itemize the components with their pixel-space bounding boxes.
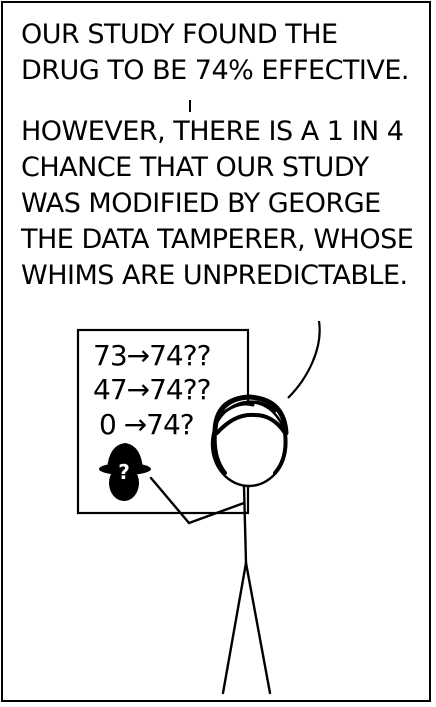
- insertion-mark: [189, 100, 191, 112]
- whiteboard-line-3: 0 →74?: [99, 408, 195, 441]
- george-question-mark: ?: [118, 460, 130, 484]
- whiteboard-line-1: 73→74??: [93, 339, 211, 372]
- george-hat-icon: [99, 443, 151, 501]
- speech-line: [287, 320, 321, 399]
- caption-first-sentence: OUR STUDY FOUND THE DRUG TO BE 74% EFFEC…: [21, 19, 410, 86]
- whiteboard-line-2: 47→74??: [93, 373, 211, 406]
- comic-panel: OUR STUDY FOUND THE DRUG TO BE 74% EFFEC…: [1, 1, 431, 702]
- caption-second-sentence: HOWEVER, THERE IS A 1 IN 4 CHANCE THAT O…: [21, 116, 414, 291]
- stick-figure: [149, 394, 289, 695]
- comic-illustration: ?: [76, 320, 321, 695]
